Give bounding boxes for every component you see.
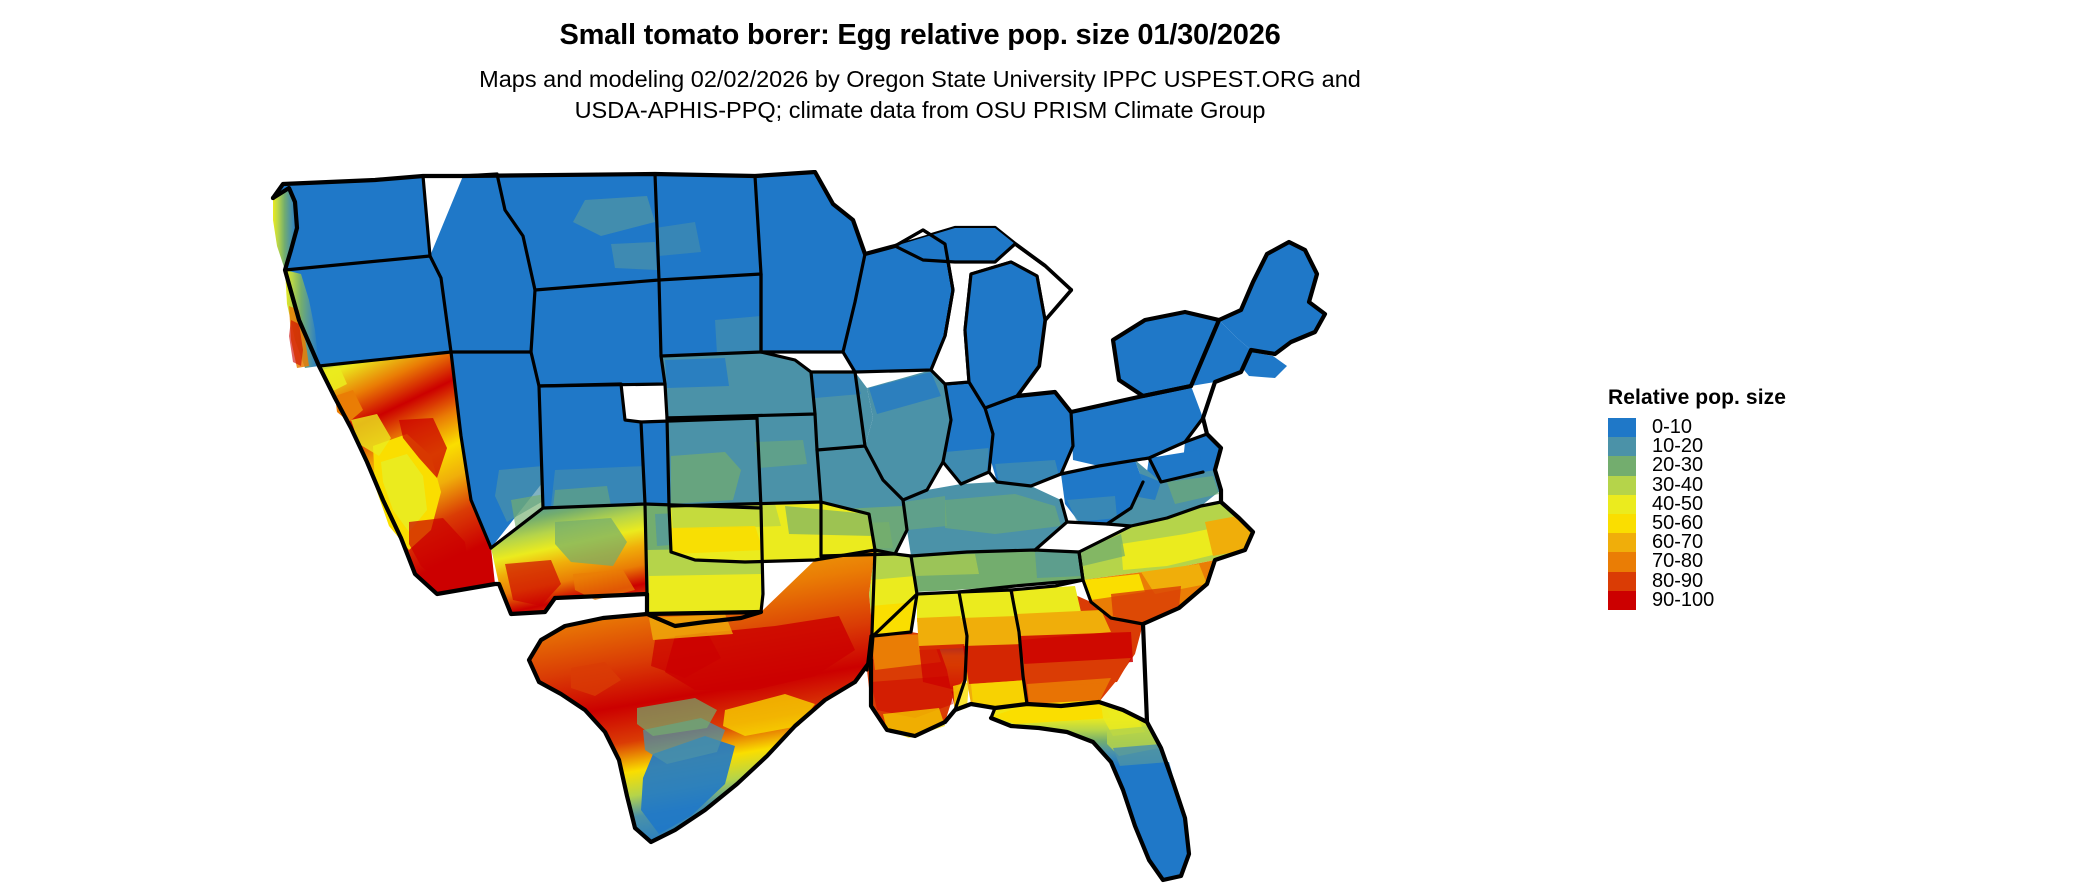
legend-row[interactable]: 90-100 (1608, 588, 1786, 611)
page-title: Small tomato borer: Egg relative pop. si… (559, 19, 1281, 51)
legend-label: 40-50 (1652, 492, 1704, 515)
legend-color-swatch (1608, 513, 1636, 534)
legend-row[interactable]: 50-60 (1608, 511, 1786, 534)
map-subtitle-line-1: Maps and modeling 02/02/2026 by Oregon S… (479, 66, 1361, 92)
legend-row[interactable]: 70-80 (1608, 550, 1786, 573)
state-boundaries-layer (270, 170, 1328, 883)
legend-row[interactable]: 30-40 (1608, 473, 1786, 496)
legend-color-swatch (1608, 418, 1636, 438)
legend-items: 0-10 10-20 20-30 30-40 40-50 50-60 60-70 70-80 8… (1608, 416, 1786, 611)
legend-label: 20-30 (1652, 454, 1704, 477)
legend-label: 70-80 (1652, 550, 1704, 573)
map-legend: Relative pop. size 0-10 10-20 20-30 30-40 40… (1608, 386, 1786, 610)
legend-label: 90-100 (1652, 588, 1715, 611)
legend-label: 80-90 (1652, 569, 1704, 592)
legend-color-swatch (1608, 571, 1636, 591)
legend-color-swatch (1608, 533, 1636, 553)
legend-label: 10-20 (1652, 435, 1704, 458)
map-svg (255, 170, 1595, 890)
map-subtitle-line-2: USDA-APHIS-PPQ; climate data from OSU PR… (574, 97, 1266, 123)
great-lakes-layer (893, 226, 1221, 414)
legend-color-swatch (1608, 456, 1636, 476)
map-subtitle: Maps and modeling 02/02/2026 by Oregon S… (0, 64, 1840, 126)
legend-label: 0-10 (1652, 416, 1693, 438)
legend-row[interactable]: 10-20 (1608, 435, 1786, 458)
legend-row[interactable]: 60-70 (1608, 531, 1786, 554)
legend-color-swatch (1608, 475, 1636, 495)
legend-row[interactable]: 0-10 (1608, 416, 1786, 438)
legend-color-swatch (1608, 590, 1636, 610)
legend-label: 60-70 (1652, 531, 1704, 554)
legend-title: Relative pop. size (1608, 386, 1787, 409)
legend-label: 50-60 (1652, 511, 1704, 534)
us-choropleth-map[interactable] (255, 170, 1595, 890)
legend-color-swatch (1608, 552, 1636, 572)
legend-color-swatch (1608, 494, 1636, 514)
title-block: Small tomato borer: Egg relative pop. si… (0, 18, 1840, 126)
legend-row[interactable]: 40-50 (1608, 492, 1786, 515)
legend-label: 30-40 (1652, 473, 1704, 496)
raster-fill-layer (273, 172, 1325, 880)
legend-row[interactable]: 80-90 (1608, 569, 1786, 592)
legend-color-swatch (1608, 437, 1636, 457)
legend-row[interactable]: 20-30 (1608, 454, 1786, 477)
